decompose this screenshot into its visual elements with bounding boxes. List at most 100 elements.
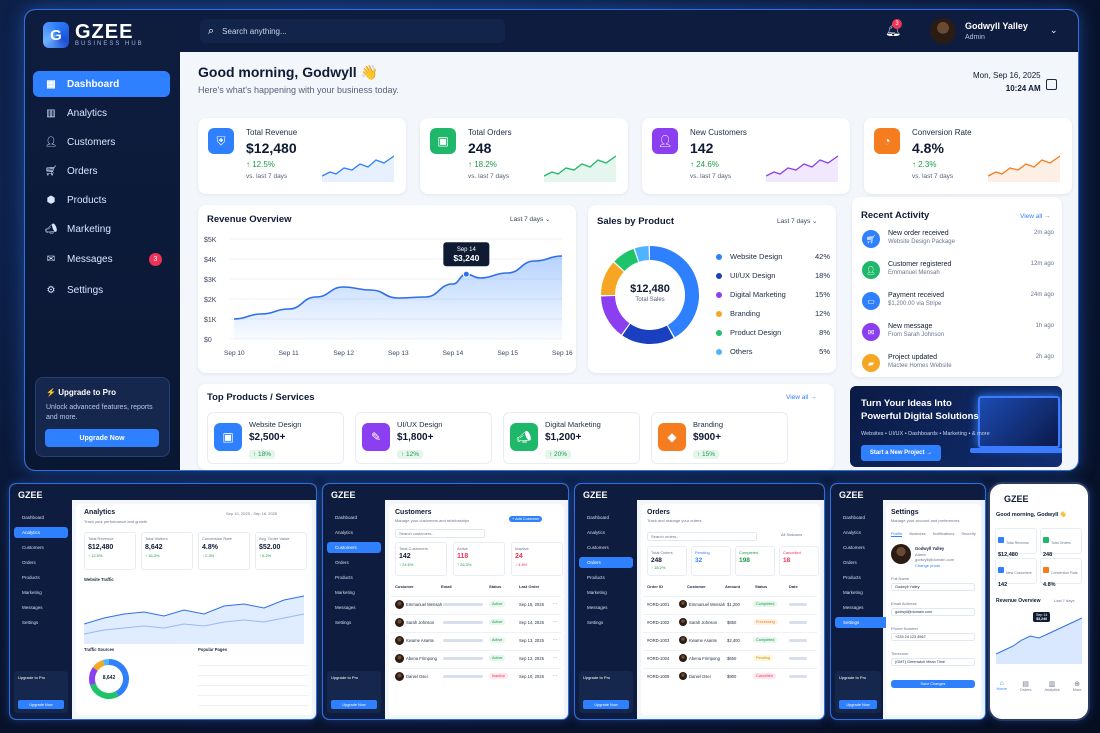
chevron-down-icon[interactable]: ⌄: [1050, 25, 1058, 35]
sidebar-item-customers[interactable]: 👤︎ Customers: [33, 129, 170, 155]
revenue-range-select[interactable]: Last 7 days ⌄: [510, 216, 551, 223]
mini-upgrade-button[interactable]: Upgrade Now: [18, 700, 64, 709]
field-input[interactable]: (GMT) Greenwich Mean Time: [891, 658, 975, 666]
more-icon[interactable]: ⋯: [553, 637, 558, 642]
mini-nav-analytics[interactable]: Analytics: [335, 530, 354, 535]
sidebar-item-settings[interactable]: ⚙ Settings: [33, 277, 170, 303]
add-customer-button[interactable]: + Add Customer: [509, 516, 543, 522]
mini-nav-dashboard[interactable]: Dashboard: [22, 515, 45, 520]
settings-tab[interactable]: Security: [961, 531, 976, 536]
mobile-range[interactable]: Last 7 days: [1054, 598, 1075, 603]
order-status-filter[interactable]: All Statuses: [781, 532, 803, 537]
avatar[interactable]: [930, 18, 956, 44]
mini-nav-messages[interactable]: Messages: [335, 605, 356, 610]
sidebar-item-products[interactable]: ⬢ Products: [33, 187, 170, 213]
mini-nav-customers[interactable]: Customers: [327, 542, 381, 553]
mini-nav-analytics[interactable]: Analytics: [14, 527, 68, 538]
mini-nav-customers[interactable]: Customers: [587, 545, 609, 550]
stat-card[interactable]: ◔ Conversion Rate 4.8% ↑ 2.3% vs. last 7 day…: [864, 118, 1072, 194]
mini-nav-settings[interactable]: Settings: [835, 617, 889, 628]
search-input[interactable]: ⌕ Search anything...: [200, 19, 505, 43]
mini-upgrade-button[interactable]: Upgrade Now: [331, 700, 377, 709]
upgrade-button[interactable]: Upgrade Now: [45, 429, 159, 447]
sidebar-item-dashboard[interactable]: ▦ Dashboard: [33, 71, 170, 97]
activity-item[interactable]: 👤︎ Customer registered Emmanuel Mensah 12m …: [862, 261, 1054, 292]
save-changes-button[interactable]: Save Changes: [891, 680, 975, 688]
field-input[interactable]: godwyll@domain.com: [891, 608, 975, 616]
stat-card[interactable]: 👤︎ New Customers 142 ↑ 24.6% vs. last 7 days: [642, 118, 850, 194]
table-row[interactable]: Daniel Osei Inactive Sep 10, 2025 ⋯: [391, 668, 561, 684]
sidebar-item-orders[interactable]: 🛒︎ Orders: [33, 158, 170, 184]
mini-nav-orders[interactable]: Orders: [843, 560, 857, 565]
mobile-tab-home[interactable]: ⌂ Home: [997, 680, 1007, 692]
activity-item[interactable]: ✉ New message From Sarah Johnson 1h ago: [862, 323, 1054, 354]
activity-item[interactable]: ▭ Payment received $1,200.00 via Stripe 24m…: [862, 292, 1054, 323]
mobile-tab-orders[interactable]: ▤ Orders: [1020, 680, 1032, 692]
mini-nav-products[interactable]: Products: [843, 575, 861, 580]
mini-upgrade-button[interactable]: Upgrade Now: [839, 700, 877, 709]
stat-card[interactable]: ▣ Total Orders 248 ↑ 18.2% vs. last 7 days: [420, 118, 628, 194]
order-search-input[interactable]: Search orders...: [647, 532, 757, 541]
mini-nav-messages[interactable]: Messages: [843, 605, 864, 610]
product-card[interactable]: 📣︎ Digital Marketing $1,200+ ↑ 20%: [503, 412, 640, 464]
mini-nav-orders[interactable]: Orders: [335, 560, 349, 565]
more-icon[interactable]: ⋯: [553, 673, 558, 678]
stat-card[interactable]: ⛨ Total Revenue $12,480 ↑ 12.5% vs. last 7 d…: [198, 118, 406, 194]
more-icon[interactable]: ⋯: [553, 655, 558, 660]
calendar-icon[interactable]: [1046, 79, 1057, 90]
mini-nav-marketing[interactable]: Marketing: [843, 590, 863, 595]
activity-item[interactable]: ▰ Project updated Mactee Homes Website 2h a…: [862, 354, 1054, 385]
mini-nav-marketing[interactable]: Marketing: [335, 590, 355, 595]
mobile-tab-more[interactable]: ⊕ More: [1073, 680, 1082, 692]
table-row[interactable]: Sarah Johnson Active Sep 14, 2025 ⋯: [391, 614, 561, 630]
mobile-tab-analytics[interactable]: ▥ Analytics: [1044, 680, 1059, 692]
mini-nav-dashboard[interactable]: Dashboard: [587, 515, 610, 520]
table-row[interactable]: #ORD-1005 Daniel Osei $900 Cancelled: [643, 668, 817, 684]
mini-nav-messages[interactable]: Messages: [587, 605, 608, 610]
analytics-range[interactable]: Sep 10, 2025 - Sep 16, 2025: [226, 511, 278, 516]
mini-nav-analytics[interactable]: Analytics: [587, 530, 606, 535]
table-row[interactable]: #ORD-1002 Sarah Johnson $850 Processing: [643, 614, 817, 630]
start-project-button[interactable]: Start a New Project →: [861, 445, 941, 461]
field-input[interactable]: Godwyll Yalley: [891, 583, 975, 591]
logo[interactable]: G GZEE BUSINESS HUB: [43, 22, 144, 48]
mini-nav-messages[interactable]: Messages: [22, 605, 43, 610]
settings-tab[interactable]: Business: [909, 531, 926, 536]
mini-nav-products[interactable]: Products: [22, 575, 40, 580]
change-photo-link[interactable]: Change photo: [915, 563, 941, 568]
more-icon[interactable]: ⋯: [553, 619, 558, 624]
activity-view-all-link[interactable]: View all →: [1020, 213, 1051, 220]
table-row[interactable]: Emmanuel Mensah Active Sep 15, 2025 ⋯: [391, 596, 561, 612]
mini-nav-dashboard[interactable]: Dashboard: [335, 515, 358, 520]
mini-nav-orders[interactable]: Orders: [579, 557, 633, 568]
profile-avatar[interactable]: [891, 544, 911, 564]
mini-nav-customers[interactable]: Customers: [22, 545, 44, 550]
settings-tab[interactable]: Profile: [891, 531, 903, 537]
product-card[interactable]: ▣ Website Design $2,500+ ↑ 18%: [207, 412, 344, 464]
sidebar-item-analytics[interactable]: ▥ Analytics: [33, 100, 170, 126]
activity-item[interactable]: 🛒︎ New order received Website Design Packa…: [862, 230, 1054, 261]
table-row[interactable]: #ORD-1004 Abena Frimpong $650 Pending: [643, 650, 817, 666]
mini-nav-analytics[interactable]: Analytics: [843, 530, 862, 535]
customer-search-input[interactable]: Search customers...: [395, 529, 485, 538]
mini-nav-marketing[interactable]: Marketing: [587, 590, 607, 595]
sidebar-item-marketing[interactable]: 📣︎ Marketing: [33, 216, 170, 242]
mini-nav-orders[interactable]: Orders: [22, 560, 36, 565]
mini-nav-products[interactable]: Products: [335, 575, 353, 580]
settings-tab[interactable]: Notifications: [932, 531, 955, 536]
table-row[interactable]: #ORD-1003 Kwame Asante $2,400 Completed: [643, 632, 817, 648]
mini-nav-marketing[interactable]: Marketing: [22, 590, 42, 595]
mini-nav-dashboard[interactable]: Dashboard: [843, 515, 866, 520]
table-row[interactable]: Abena Frimpong Active Sep 12, 2025 ⋯: [391, 650, 561, 666]
sales-range-select[interactable]: Last 7 days ⌄: [777, 218, 818, 225]
field-input[interactable]: +233 24 123 4567: [891, 633, 975, 641]
table-row[interactable]: Kwame Asante Active Sep 13, 2025 ⋯: [391, 632, 561, 648]
more-icon[interactable]: ⋯: [553, 601, 558, 606]
mini-nav-settings[interactable]: Settings: [335, 620, 352, 625]
product-card[interactable]: ◆ Branding $900+ ↑ 15%: [651, 412, 788, 464]
sidebar-item-messages[interactable]: ✉ Messages 3: [33, 246, 170, 272]
mini-nav-products[interactable]: Products: [587, 575, 605, 580]
top-products-view-all-link[interactable]: View all →: [786, 394, 817, 401]
product-card[interactable]: ✎ UI/UX Design $1,800+ ↑ 12%: [355, 412, 492, 464]
mini-nav-settings[interactable]: Settings: [587, 620, 604, 625]
